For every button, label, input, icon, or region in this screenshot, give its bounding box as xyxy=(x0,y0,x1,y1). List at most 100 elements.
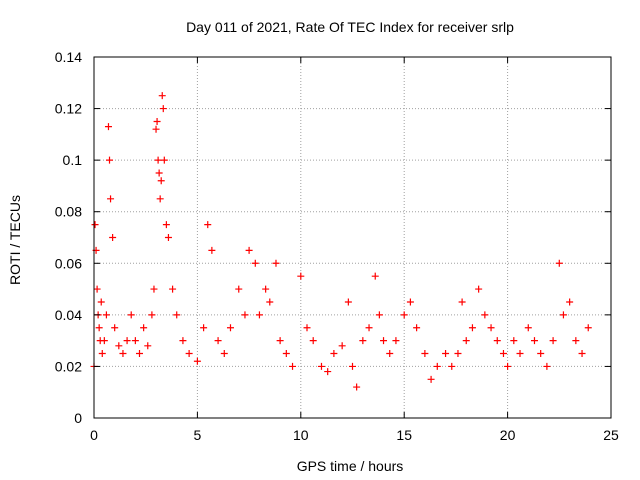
x-tick-label: 5 xyxy=(194,427,202,443)
data-point xyxy=(297,272,305,280)
data-point xyxy=(349,362,356,370)
data-point xyxy=(100,337,108,345)
data-point xyxy=(93,285,101,293)
data-point xyxy=(359,337,367,345)
data-point xyxy=(155,169,163,177)
data-point xyxy=(160,156,168,164)
data-points xyxy=(90,92,592,391)
data-point xyxy=(158,92,166,100)
data-point xyxy=(235,285,243,293)
data-point xyxy=(330,350,338,358)
data-point xyxy=(442,350,450,358)
data-point xyxy=(481,311,489,319)
data-point xyxy=(400,311,408,319)
data-point xyxy=(159,105,167,113)
chart-title: Day 011 of 2021, Rate Of TEC Index for r… xyxy=(186,19,514,35)
data-point xyxy=(220,350,228,358)
data-point xyxy=(245,246,253,254)
y-tick-label: 0.12 xyxy=(55,101,82,117)
data-point xyxy=(433,362,441,370)
data-point xyxy=(365,324,373,332)
data-point xyxy=(241,311,249,319)
x-tick-label: 25 xyxy=(603,427,619,443)
y-tick-label: 0 xyxy=(74,410,82,426)
data-point xyxy=(152,125,160,133)
data-point xyxy=(454,350,462,358)
data-point xyxy=(173,311,181,319)
plot-frame xyxy=(93,56,612,419)
y-tick-label: 0.06 xyxy=(55,255,82,271)
data-point xyxy=(164,234,172,241)
data-point xyxy=(111,324,119,332)
data-point xyxy=(226,324,234,332)
data-point xyxy=(380,337,388,345)
data-point xyxy=(131,337,139,345)
data-point xyxy=(344,298,352,306)
data-point xyxy=(543,362,551,370)
data-point xyxy=(353,383,361,391)
data-point xyxy=(499,350,507,358)
data-point xyxy=(559,311,567,319)
y-tick-label: 0.1 xyxy=(63,152,83,168)
data-point xyxy=(251,259,259,267)
data-point xyxy=(475,285,483,293)
data-point xyxy=(493,337,501,345)
x-axis-label: GPS time / hours xyxy=(297,458,404,474)
axis-ticks: 0 5 10 15 20 25 0 0.02 0.04 0.06 0.08 0.1 0.12 0.14 xyxy=(55,49,619,443)
data-point xyxy=(386,350,394,358)
data-point xyxy=(214,337,222,345)
data-point xyxy=(572,337,580,345)
data-point xyxy=(102,311,110,319)
data-point xyxy=(516,350,524,358)
y-tick-label: 0.02 xyxy=(55,358,82,374)
data-point xyxy=(106,156,114,164)
data-point xyxy=(255,311,263,319)
data-point xyxy=(282,350,290,358)
data-point xyxy=(317,362,325,370)
data-point xyxy=(156,195,164,203)
x-tick-label: 15 xyxy=(396,427,412,443)
data-point xyxy=(204,221,212,229)
data-point xyxy=(462,337,470,345)
data-point xyxy=(104,123,112,131)
data-point xyxy=(200,324,208,332)
data-point xyxy=(487,324,495,332)
data-point xyxy=(185,350,193,358)
data-point xyxy=(144,342,152,350)
data-point xyxy=(375,311,383,319)
data-point xyxy=(406,298,414,306)
data-point xyxy=(107,195,115,203)
data-point xyxy=(458,298,466,306)
data-point xyxy=(262,285,270,293)
x-tick-label: 10 xyxy=(293,427,309,443)
data-point xyxy=(303,324,311,332)
data-point xyxy=(524,324,532,332)
y-tick-label: 0.04 xyxy=(55,307,82,323)
data-point xyxy=(98,350,106,358)
data-point xyxy=(468,324,476,332)
data-point xyxy=(371,272,379,280)
data-point xyxy=(162,221,170,229)
data-point xyxy=(266,298,274,306)
data-point xyxy=(193,357,201,365)
data-point xyxy=(109,234,117,241)
data-point xyxy=(150,285,158,293)
data-point xyxy=(289,362,297,370)
data-point xyxy=(566,298,574,306)
data-point xyxy=(119,350,127,358)
x-tick-label: 0 xyxy=(90,427,98,443)
data-point xyxy=(179,337,187,345)
y-tick-label: 0.14 xyxy=(55,49,82,65)
data-point xyxy=(169,285,177,293)
data-point xyxy=(537,350,545,358)
data-point xyxy=(504,362,512,370)
data-point xyxy=(578,350,586,358)
data-point xyxy=(97,298,105,306)
data-point xyxy=(549,337,557,345)
x-tick-label: 20 xyxy=(500,427,516,443)
data-point xyxy=(157,177,165,185)
data-point xyxy=(135,350,143,358)
data-point xyxy=(309,337,317,345)
data-point xyxy=(153,117,161,125)
